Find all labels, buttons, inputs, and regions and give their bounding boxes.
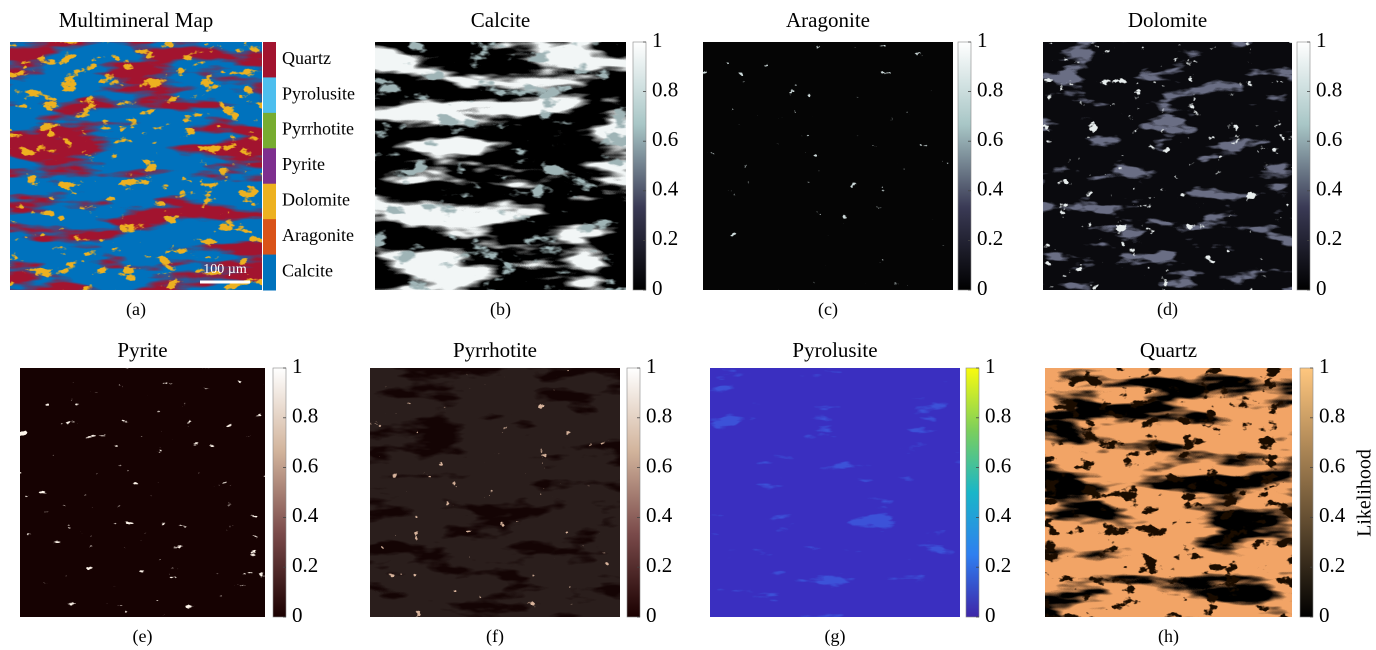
colorbar-tick-label: 1 — [1316, 28, 1327, 52]
legend-swatch — [263, 42, 276, 78]
colorbar-tick-label: 1 — [646, 354, 657, 378]
map-texture — [10, 42, 262, 290]
panel-title: Calcite — [471, 8, 530, 32]
colorbar-tick-label: 0.2 — [985, 553, 1011, 577]
legend-label: Pyrite — [282, 154, 325, 174]
legend-label: Pyrrhotite — [282, 119, 354, 139]
colorbar-tick-label: 0.4 — [1319, 503, 1346, 527]
panel-title: Pyrolusite — [792, 338, 877, 362]
colorbar-tick-label: 0.6 — [646, 453, 672, 477]
legend-label: Dolomite — [282, 190, 350, 210]
colorbar-tick-label: 0.6 — [652, 127, 678, 151]
colorbar-tick-label: 0.4 — [292, 503, 319, 527]
colorbar-tick-label: 0.2 — [977, 226, 1003, 250]
colorbar-label: Likelihood — [1354, 449, 1376, 537]
colorbar — [965, 367, 980, 618]
colorbar-tick-label: 0.6 — [977, 127, 1003, 151]
map-texture — [370, 368, 620, 617]
map-texture — [1043, 42, 1292, 290]
panel-label: (e) — [133, 626, 153, 647]
panel-label: (c) — [818, 299, 838, 320]
colorbar — [1299, 367, 1314, 618]
legend-swatch — [263, 219, 276, 256]
map-texture — [20, 368, 265, 617]
colorbar-tick-label: 0.4 — [646, 503, 673, 527]
legend-label: Calcite — [282, 260, 333, 280]
colorbar-tick-label: 0.6 — [1316, 127, 1342, 151]
legend-label: Aragonite — [282, 225, 354, 245]
colorbar — [957, 41, 972, 291]
panel-title: Pyrite — [117, 338, 167, 362]
colorbar-tick-label: 1 — [977, 28, 988, 52]
colorbar-tick-label: 0.8 — [1316, 77, 1342, 101]
colorbar-tick-label: 0.4 — [977, 177, 1004, 201]
colorbar-tick-label: 0.8 — [292, 404, 318, 428]
colorbar-tick-label: 0.8 — [985, 404, 1011, 428]
legend-swatch — [263, 112, 276, 149]
colorbar-tick-label: 0 — [977, 276, 988, 300]
colorbar — [632, 41, 647, 291]
panel-title: Quartz — [1140, 338, 1197, 362]
legend-swatch — [263, 77, 276, 114]
panel-title: Multimineral Map — [59, 8, 214, 32]
panel-label: (a) — [126, 299, 146, 320]
map-texture — [375, 42, 626, 290]
colorbar — [1296, 41, 1311, 291]
colorbar-tick-label: 0.6 — [292, 453, 318, 477]
colorbar — [626, 367, 641, 618]
scale-bar-label: 100 µm — [203, 262, 247, 277]
colorbar-tick-label: 0.2 — [1319, 553, 1345, 577]
colorbar — [272, 367, 287, 618]
colorbar-tick-label: 0.2 — [1316, 226, 1342, 250]
panel-title: Aragonite — [786, 8, 870, 32]
map-texture — [710, 368, 960, 617]
colorbar-tick-label: 0 — [292, 603, 303, 627]
colorbar-tick-label: 0 — [1316, 276, 1327, 300]
colorbar-tick-label: 0 — [985, 603, 996, 627]
map-texture — [1045, 368, 1292, 617]
colorbar-tick-label: 0 — [652, 276, 663, 300]
panel-label: (b) — [490, 299, 511, 320]
map-texture — [703, 42, 953, 290]
colorbar-tick-label: 0.2 — [652, 226, 678, 250]
colorbar-tick-label: 0.8 — [646, 404, 672, 428]
colorbar-tick-label: 0.8 — [1319, 404, 1345, 428]
panel-title: Dolomite — [1128, 8, 1207, 32]
legend-label: Quartz — [282, 48, 331, 68]
legend-label: Pyrolusite — [282, 83, 355, 103]
legend-swatch — [263, 183, 276, 220]
colorbar-tick-label: 1 — [985, 354, 996, 378]
colorbar-tick-label: 0.2 — [292, 553, 318, 577]
colorbar-tick-label: 0.8 — [652, 77, 678, 101]
colorbar-tick-label: 0.4 — [652, 177, 679, 201]
colorbar-tick-label: 0.4 — [985, 503, 1012, 527]
colorbar-tick-label: 1 — [652, 28, 663, 52]
colorbar-tick-label: 0.4 — [1316, 177, 1343, 201]
colorbar-tick-label: 0.2 — [646, 553, 672, 577]
panel-label: (f) — [486, 626, 504, 647]
panel-title: Pyrrhotite — [453, 338, 537, 362]
colorbar-tick-label: 1 — [292, 354, 303, 378]
panel-label: (g) — [825, 626, 846, 647]
colorbar-tick-label: 1 — [1319, 354, 1330, 378]
colorbar-tick-label: 0.6 — [1319, 453, 1345, 477]
panel-label: (h) — [1158, 626, 1179, 647]
panel-label: (d) — [1157, 299, 1178, 320]
legend-swatch — [263, 148, 276, 185]
colorbar-tick-label: 0.8 — [977, 77, 1003, 101]
legend-swatch — [263, 254, 276, 291]
colorbar-tick-label: 0 — [1319, 603, 1330, 627]
colorbar-tick-label: 0 — [646, 603, 657, 627]
colorbar-tick-label: 0.6 — [985, 453, 1011, 477]
